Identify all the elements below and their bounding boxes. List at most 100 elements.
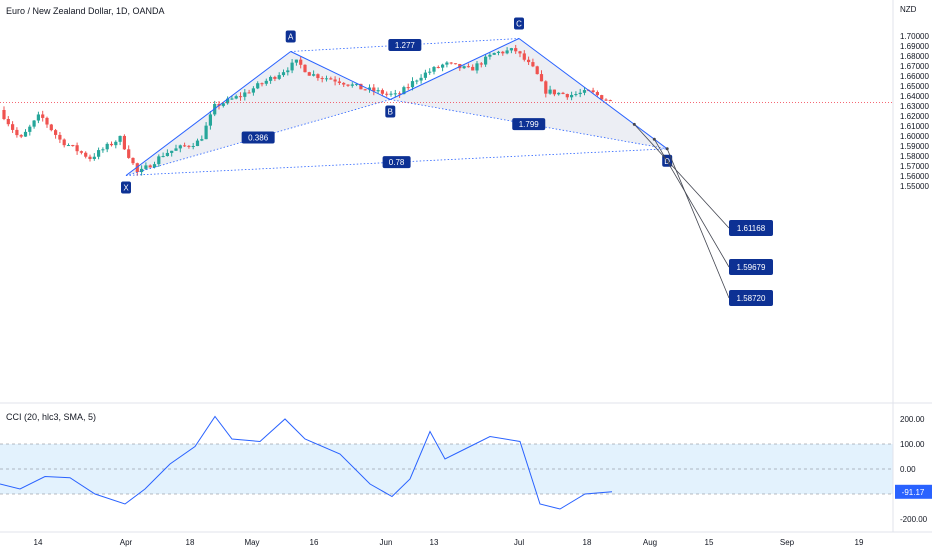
candle-body <box>548 89 552 94</box>
candle-body <box>449 62 453 64</box>
candle-body <box>208 114 212 126</box>
candle-body <box>561 92 565 94</box>
pattern-point-box <box>385 105 396 118</box>
candle-body <box>79 151 83 153</box>
candle-body <box>363 89 367 91</box>
candle-body <box>6 118 10 125</box>
target-label: 1.61168 <box>737 224 766 233</box>
candle-body <box>2 110 6 119</box>
candle-body <box>372 87 376 92</box>
price-tick-label: 1.62000 <box>900 112 929 121</box>
candle-body <box>84 152 88 157</box>
candle-body <box>144 165 148 169</box>
time-tick-label: Sep <box>780 538 795 547</box>
candle-body <box>165 152 169 157</box>
candle-body <box>496 51 501 53</box>
time-tick-label: Jul <box>514 538 524 547</box>
candle-body <box>238 96 243 98</box>
candle-body <box>152 164 157 168</box>
candle-body <box>346 84 350 86</box>
candle-body <box>226 98 230 104</box>
candle-body <box>419 77 423 81</box>
candle-body <box>256 83 260 89</box>
candle-body <box>148 165 152 168</box>
candle-body <box>591 90 595 93</box>
candle-body <box>367 87 372 90</box>
ratio-label-box <box>388 39 422 51</box>
candle-body <box>230 98 234 100</box>
ratio-label: 1.799 <box>519 120 540 129</box>
candle-body <box>41 114 45 118</box>
candle-body <box>582 90 587 93</box>
candle-body <box>92 156 96 160</box>
candle-body <box>36 114 40 121</box>
candle-body <box>544 81 548 94</box>
candle-body <box>178 145 182 149</box>
time-tick-label: 15 <box>705 538 714 547</box>
cci-tick-label: -200.00 <box>900 515 928 524</box>
cci-line <box>0 415 613 510</box>
time-tick-label: 18 <box>186 538 195 547</box>
target-anchor-dot <box>665 147 669 151</box>
price-tick-label: 1.55000 <box>900 182 929 191</box>
candle-body <box>342 82 346 85</box>
candle-body <box>247 92 251 94</box>
target-label-box <box>729 220 773 236</box>
candle-body <box>23 131 28 137</box>
candle-body <box>131 157 135 164</box>
cci-value-badge <box>895 484 932 499</box>
currency-label: NZD <box>900 5 917 14</box>
target-label: 1.58720 <box>737 294 766 303</box>
candle-body <box>522 53 526 60</box>
candle-body <box>428 71 432 73</box>
candle-body <box>204 125 208 140</box>
candle-body <box>462 66 466 69</box>
candle-body <box>527 59 531 63</box>
candle-body <box>251 88 255 93</box>
time-tick-label: 19 <box>855 538 864 547</box>
candle-body <box>604 99 608 101</box>
candle-body <box>101 149 105 151</box>
candle-body <box>221 103 225 106</box>
time-tick-label: Jun <box>380 538 393 547</box>
price-tick-label: 1.56000 <box>900 172 929 181</box>
candle-body <box>19 135 23 137</box>
time-tick-label: 16 <box>310 538 319 547</box>
candle-body <box>195 140 200 147</box>
candle-body <box>501 51 505 54</box>
candle-body <box>277 75 281 79</box>
candle-body <box>183 145 187 147</box>
pattern-point-label: B <box>388 108 393 117</box>
pattern-point-box <box>121 181 131 194</box>
candle-body <box>514 48 518 52</box>
pattern-point-label: X <box>123 184 129 193</box>
time-tick-label: 13 <box>430 538 439 547</box>
candle-body <box>11 124 15 130</box>
candle-body <box>320 78 324 80</box>
time-tick-label: Aug <box>643 538 657 547</box>
candle-body <box>32 120 36 127</box>
candle-body <box>290 62 294 71</box>
target-label-box <box>729 290 773 306</box>
pattern-triangle-bcd <box>390 38 668 149</box>
candle-body <box>122 135 126 150</box>
candle-body <box>88 156 92 160</box>
cci-indicator-label[interactable]: CCI (20, hlc3, SMA, 5) <box>6 412 97 422</box>
pattern-leg-bc <box>390 38 520 100</box>
candle-body <box>234 96 238 99</box>
candle-body <box>127 149 131 158</box>
price-tick-label: 1.65000 <box>900 82 929 91</box>
candle-body <box>393 93 397 95</box>
candle-body <box>432 67 436 72</box>
candle-body <box>557 92 561 95</box>
candle-body <box>350 84 354 86</box>
candle-body <box>337 81 341 83</box>
candle-body <box>410 81 415 88</box>
candle-body <box>45 117 49 125</box>
candle-body <box>109 143 114 146</box>
candle-body <box>66 145 71 147</box>
candle-body <box>135 163 139 173</box>
price-tick-label: 1.68000 <box>900 52 929 61</box>
